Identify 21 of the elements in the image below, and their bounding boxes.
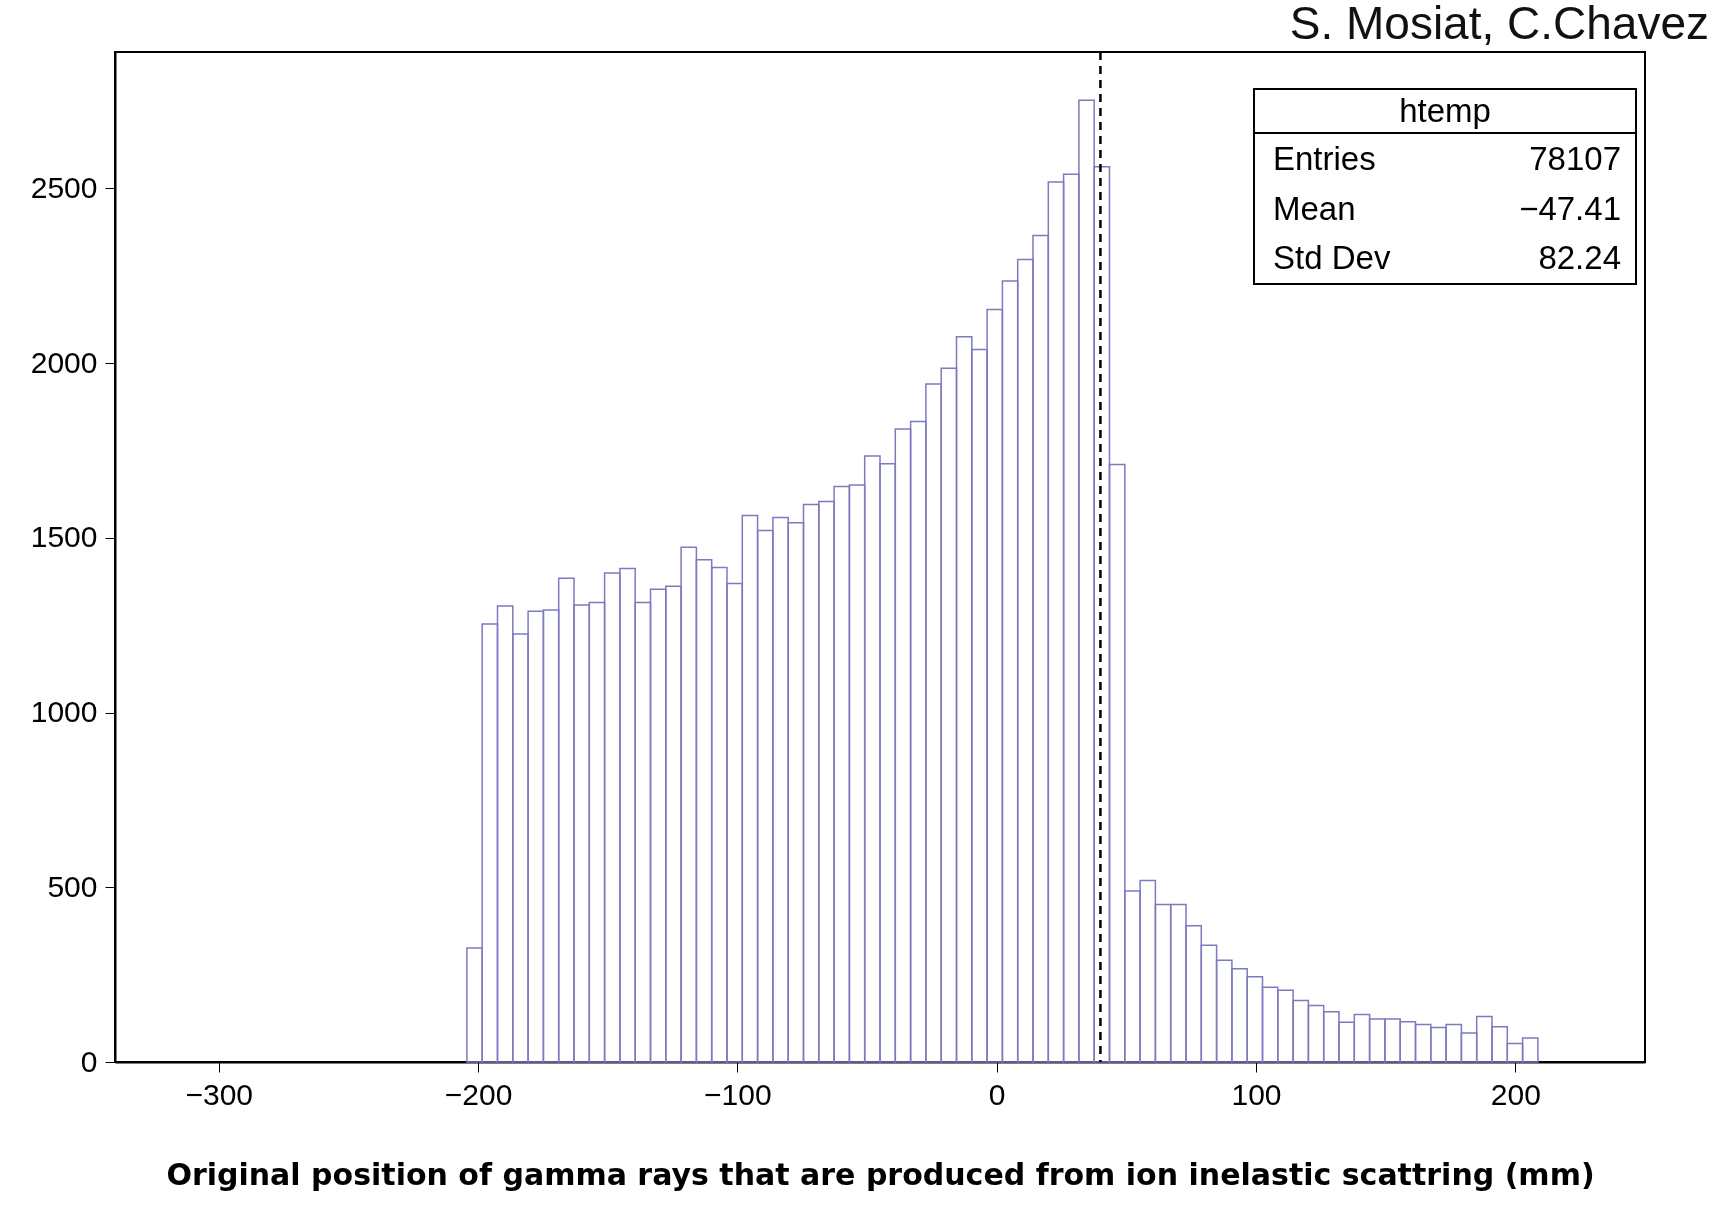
x-tick-label: 100	[1231, 1077, 1282, 1111]
x-tick-label: 200	[1490, 1077, 1541, 1111]
text: S. Mosiat, C.Chavez	[1289, 0, 1709, 49]
annotation: 78107	[1529, 139, 1621, 179]
x-tick-label: −100	[704, 1077, 772, 1111]
annotation: Std Dev	[1273, 238, 1391, 278]
x-tick-label: −200	[444, 1077, 513, 1111]
annotation: Mean	[1273, 188, 1356, 229]
y-tick-label: 1500	[30, 520, 98, 554]
y-tick-label: 2500	[30, 170, 98, 204]
annotation: htemp	[1255, 90, 1635, 134]
y-tick-label: 2000	[30, 345, 98, 379]
y-tick-label: 1000	[30, 695, 98, 729]
x-tick-label: −300	[185, 1077, 254, 1111]
y-tick-label: 500	[47, 869, 98, 903]
y-tick-label: 0	[80, 1044, 98, 1078]
annotation: Entries	[1273, 139, 1376, 179]
x-axis-title: Original position of gamma rays that are produced from ion inelastic scattring (mm)	[166, 1156, 1595, 1192]
annotation: −47.41	[1519, 188, 1621, 229]
x-tick-label: 0	[988, 1077, 1006, 1111]
annotation: 82.24	[1538, 238, 1621, 278]
